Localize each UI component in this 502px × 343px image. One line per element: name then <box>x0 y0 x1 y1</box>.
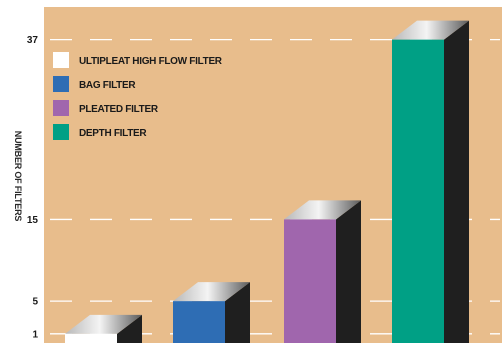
legend-swatch <box>53 76 69 92</box>
y-tick-label: 15 <box>27 215 39 226</box>
bar <box>173 282 250 343</box>
legend-label: DEPTH FILTER <box>79 128 147 139</box>
bars <box>65 20 469 343</box>
legend-swatch <box>53 124 69 140</box>
y-tick-label: 5 <box>32 297 38 308</box>
bar-top <box>392 20 469 40</box>
y-tick-label: 1 <box>32 329 38 340</box>
bar-top <box>284 200 361 220</box>
bar-front <box>173 301 225 343</box>
legend-swatch <box>53 52 69 68</box>
legend-label: BAG FILTER <box>79 80 136 91</box>
bar-side <box>336 200 361 343</box>
bar <box>284 200 361 343</box>
bar-side <box>117 314 142 343</box>
bar-top <box>173 282 250 302</box>
bar <box>65 314 142 343</box>
legend: ULTIPLEAT HIGH FLOW FILTER BAG FILTER PLEA… <box>53 52 223 140</box>
legend-label: PLEATED FILTER <box>79 104 159 115</box>
bar-front <box>392 39 444 343</box>
legend-swatch <box>53 100 69 116</box>
y-tick-label: 37 <box>27 35 39 46</box>
bar-side <box>444 20 469 343</box>
bar <box>392 20 469 343</box>
bar-side <box>225 282 250 343</box>
legend-label: ULTIPLEAT HIGH FLOW FILTER <box>79 56 223 67</box>
y-axis-label: NUMBER OF FILTERS <box>13 131 23 222</box>
bar-front <box>65 333 117 343</box>
bar-front <box>284 219 336 343</box>
bar-top <box>65 314 142 334</box>
